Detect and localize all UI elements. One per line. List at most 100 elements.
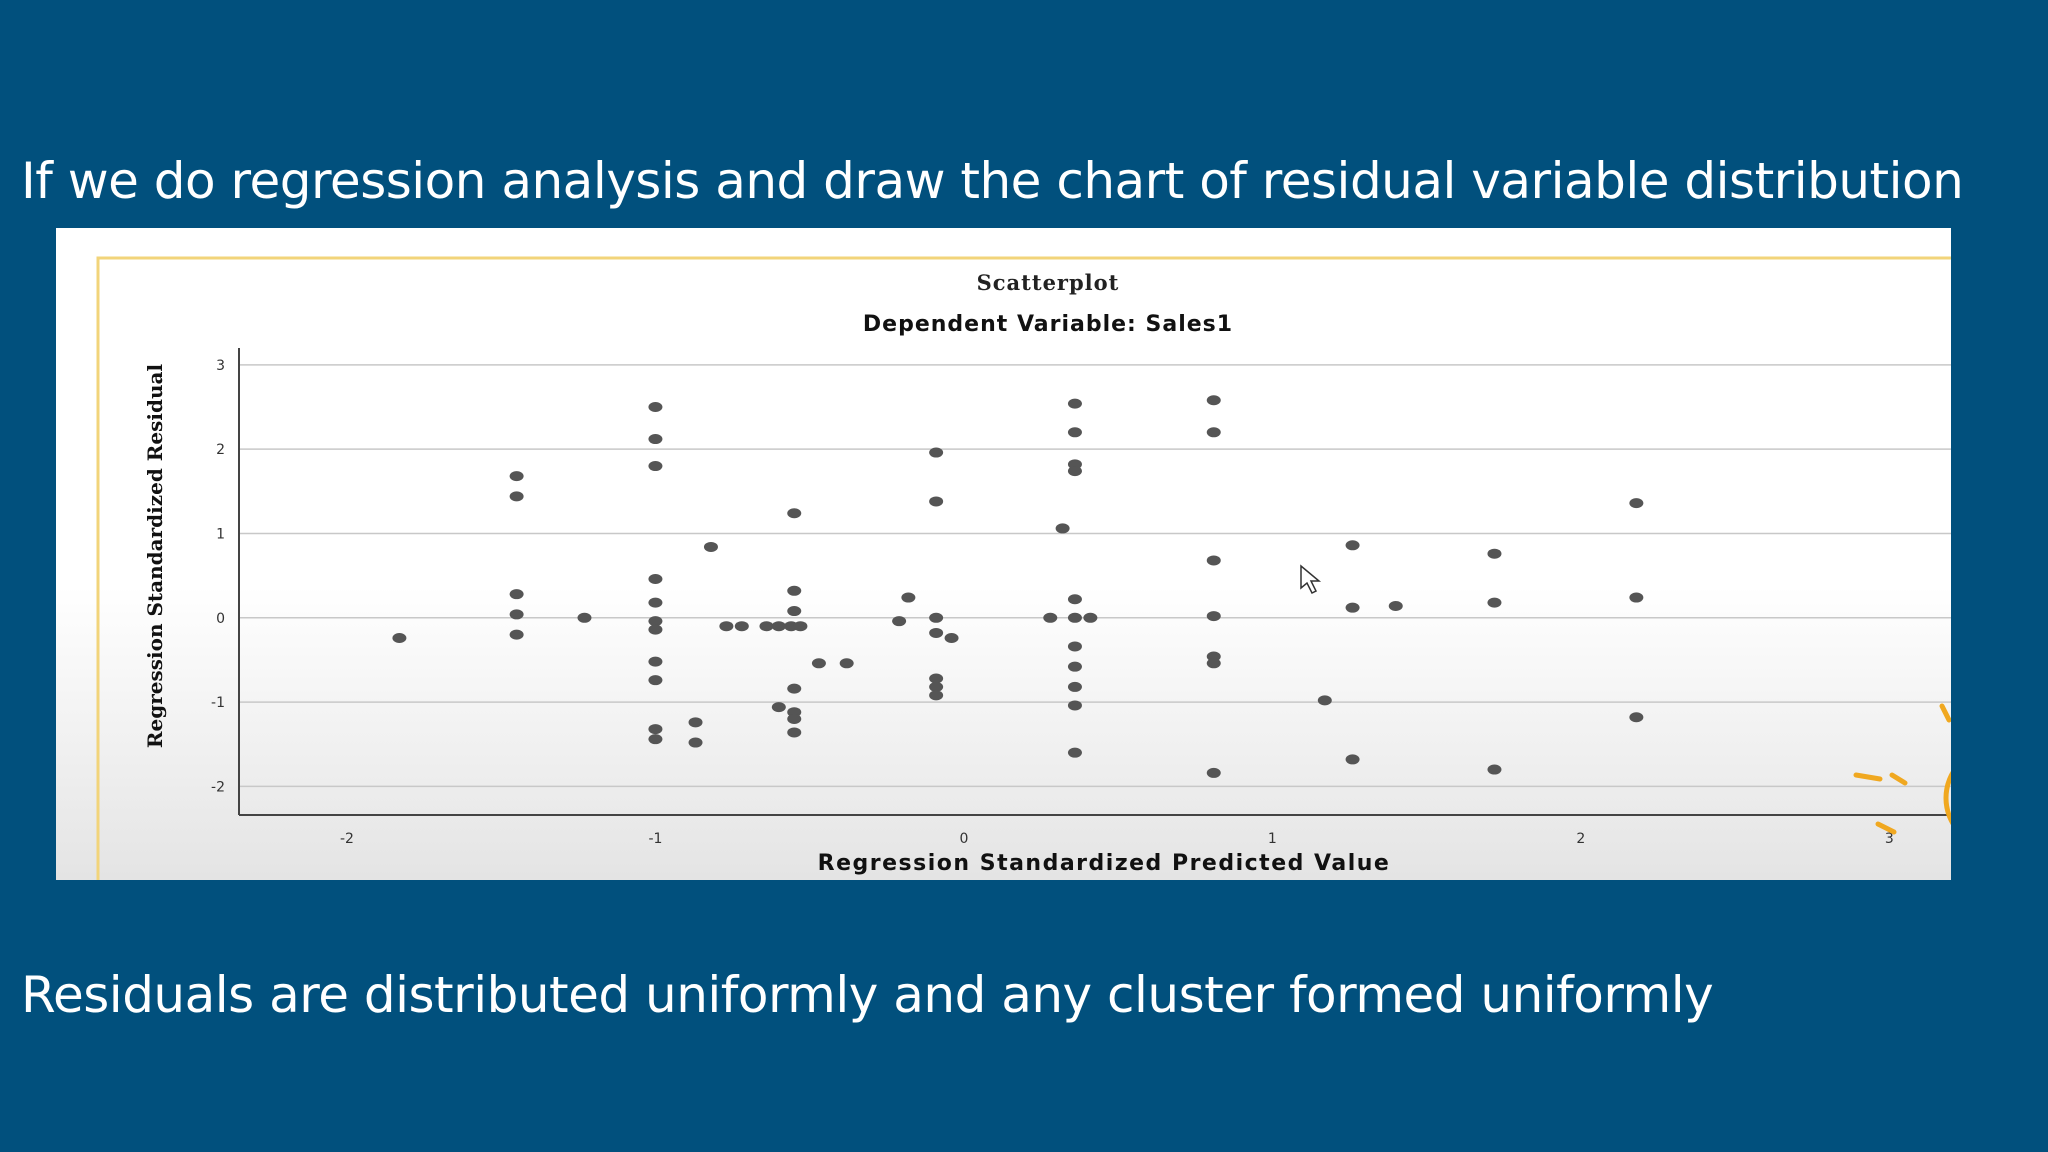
data-point: [1345, 540, 1360, 551]
y-tick-label: -1: [211, 695, 225, 711]
data-point: [1345, 602, 1360, 613]
y-tick-label: 0: [216, 611, 225, 627]
tick-labels: -2 -1 0 1 2 3 -2 -1 0 1 2 3: [211, 358, 1894, 847]
data-point: [929, 690, 944, 701]
x-axis-title: Regression Standardized Predicted Value: [818, 851, 1391, 876]
data-point: [719, 621, 734, 632]
data-point: [509, 589, 524, 600]
data-point: [1629, 592, 1644, 603]
data-point: [1345, 754, 1360, 765]
data-point: [688, 717, 703, 728]
data-point: [509, 471, 524, 482]
data-point: [1083, 612, 1098, 623]
data-point: [1067, 641, 1082, 652]
x-tick-label: 2: [1576, 831, 1585, 847]
data-point: [787, 713, 802, 724]
data-point: [1487, 764, 1502, 775]
x-tick-label: 1: [1268, 831, 1277, 847]
data-point: [1388, 600, 1403, 611]
data-point: [648, 675, 663, 686]
slide-heading: If we do regression analysis and draw th…: [21, 152, 1964, 210]
data-point: [929, 627, 944, 638]
data-point: [648, 461, 663, 472]
data-point: [1629, 712, 1644, 723]
data-point: [648, 574, 663, 584]
data-point: [901, 592, 916, 603]
data-point: [1067, 594, 1082, 605]
data-point: [1067, 466, 1082, 477]
data-point: [688, 737, 703, 748]
data-point: [929, 447, 944, 458]
x-tick-label: -2: [340, 831, 354, 847]
data-point: [1067, 661, 1082, 672]
data-point: [787, 606, 802, 617]
data-point: [1487, 548, 1502, 559]
scatterplot-svg: -2 -1 0 1 2 3 -2 -1 0 1 2 3 Scatterplot Dependent V…: [56, 228, 1951, 880]
data-point: [1629, 498, 1644, 509]
data-point: [929, 612, 944, 623]
data-points: [392, 395, 1644, 778]
axes: [238, 348, 1951, 816]
data-point: [1067, 681, 1082, 692]
data-point: [1067, 700, 1082, 711]
x-tick-label: 0: [959, 831, 968, 847]
data-point: [1206, 611, 1221, 622]
data-point: [1206, 555, 1221, 566]
data-point: [771, 702, 786, 713]
data-point: [1067, 398, 1082, 409]
data-point: [648, 597, 663, 608]
data-point: [787, 508, 802, 519]
data-point: [648, 434, 663, 445]
x-tick-label: -1: [648, 831, 662, 847]
data-point: [1487, 597, 1502, 608]
data-point: [509, 629, 524, 640]
data-point: [509, 491, 524, 502]
chart-subtitle: Dependent Variable: Sales1: [863, 312, 1233, 337]
data-point: [648, 402, 663, 413]
data-point: [509, 609, 524, 620]
data-point: [793, 621, 808, 632]
y-axis-title: Regression Standardized Residual: [143, 364, 167, 749]
data-point: [944, 633, 959, 644]
chart-frame: [96, 256, 1951, 880]
data-point: [929, 673, 944, 684]
data-point: [1067, 427, 1082, 438]
data-point: [392, 633, 407, 644]
data-point: [1206, 427, 1221, 438]
chart-title: Scatterplot: [977, 270, 1120, 295]
data-point: [1067, 612, 1082, 623]
sun-logo-icon: [1853, 703, 1951, 835]
data-point: [734, 621, 749, 632]
y-tick-label: -2: [211, 779, 225, 795]
data-point: [1067, 747, 1082, 758]
data-point: [1206, 395, 1221, 406]
scatterplot-image: -2 -1 0 1 2 3 -2 -1 0 1 2 3 Scatterplot Dependent V…: [56, 228, 1951, 880]
data-point: [892, 616, 907, 627]
data-point: [648, 734, 663, 745]
data-point: [811, 658, 826, 669]
data-point: [787, 727, 802, 738]
data-point: [771, 621, 786, 632]
chart-background: [56, 228, 1951, 880]
data-point: [648, 624, 663, 635]
data-point: [1317, 695, 1332, 706]
data-point: [929, 681, 944, 692]
data-point: [648, 656, 663, 667]
cursor-arrow-icon: [1300, 564, 1322, 595]
slide-caption: Residuals are distributed uniformly and …: [21, 966, 1714, 1024]
data-point: [839, 658, 854, 669]
data-point: [1206, 658, 1221, 669]
data-point: [1043, 612, 1058, 623]
data-point: [1206, 767, 1221, 778]
y-tick-label: 3: [216, 358, 225, 374]
y-tick-label: 2: [216, 442, 225, 458]
data-point: [648, 724, 663, 735]
x-tick-label: 3: [1885, 831, 1894, 847]
data-point: [648, 616, 663, 627]
data-point: [787, 585, 802, 596]
data-point: [759, 621, 774, 632]
y-tick-label: 1: [216, 526, 225, 542]
data-point: [577, 612, 592, 623]
data-point: [787, 683, 802, 694]
data-point: [703, 541, 718, 552]
